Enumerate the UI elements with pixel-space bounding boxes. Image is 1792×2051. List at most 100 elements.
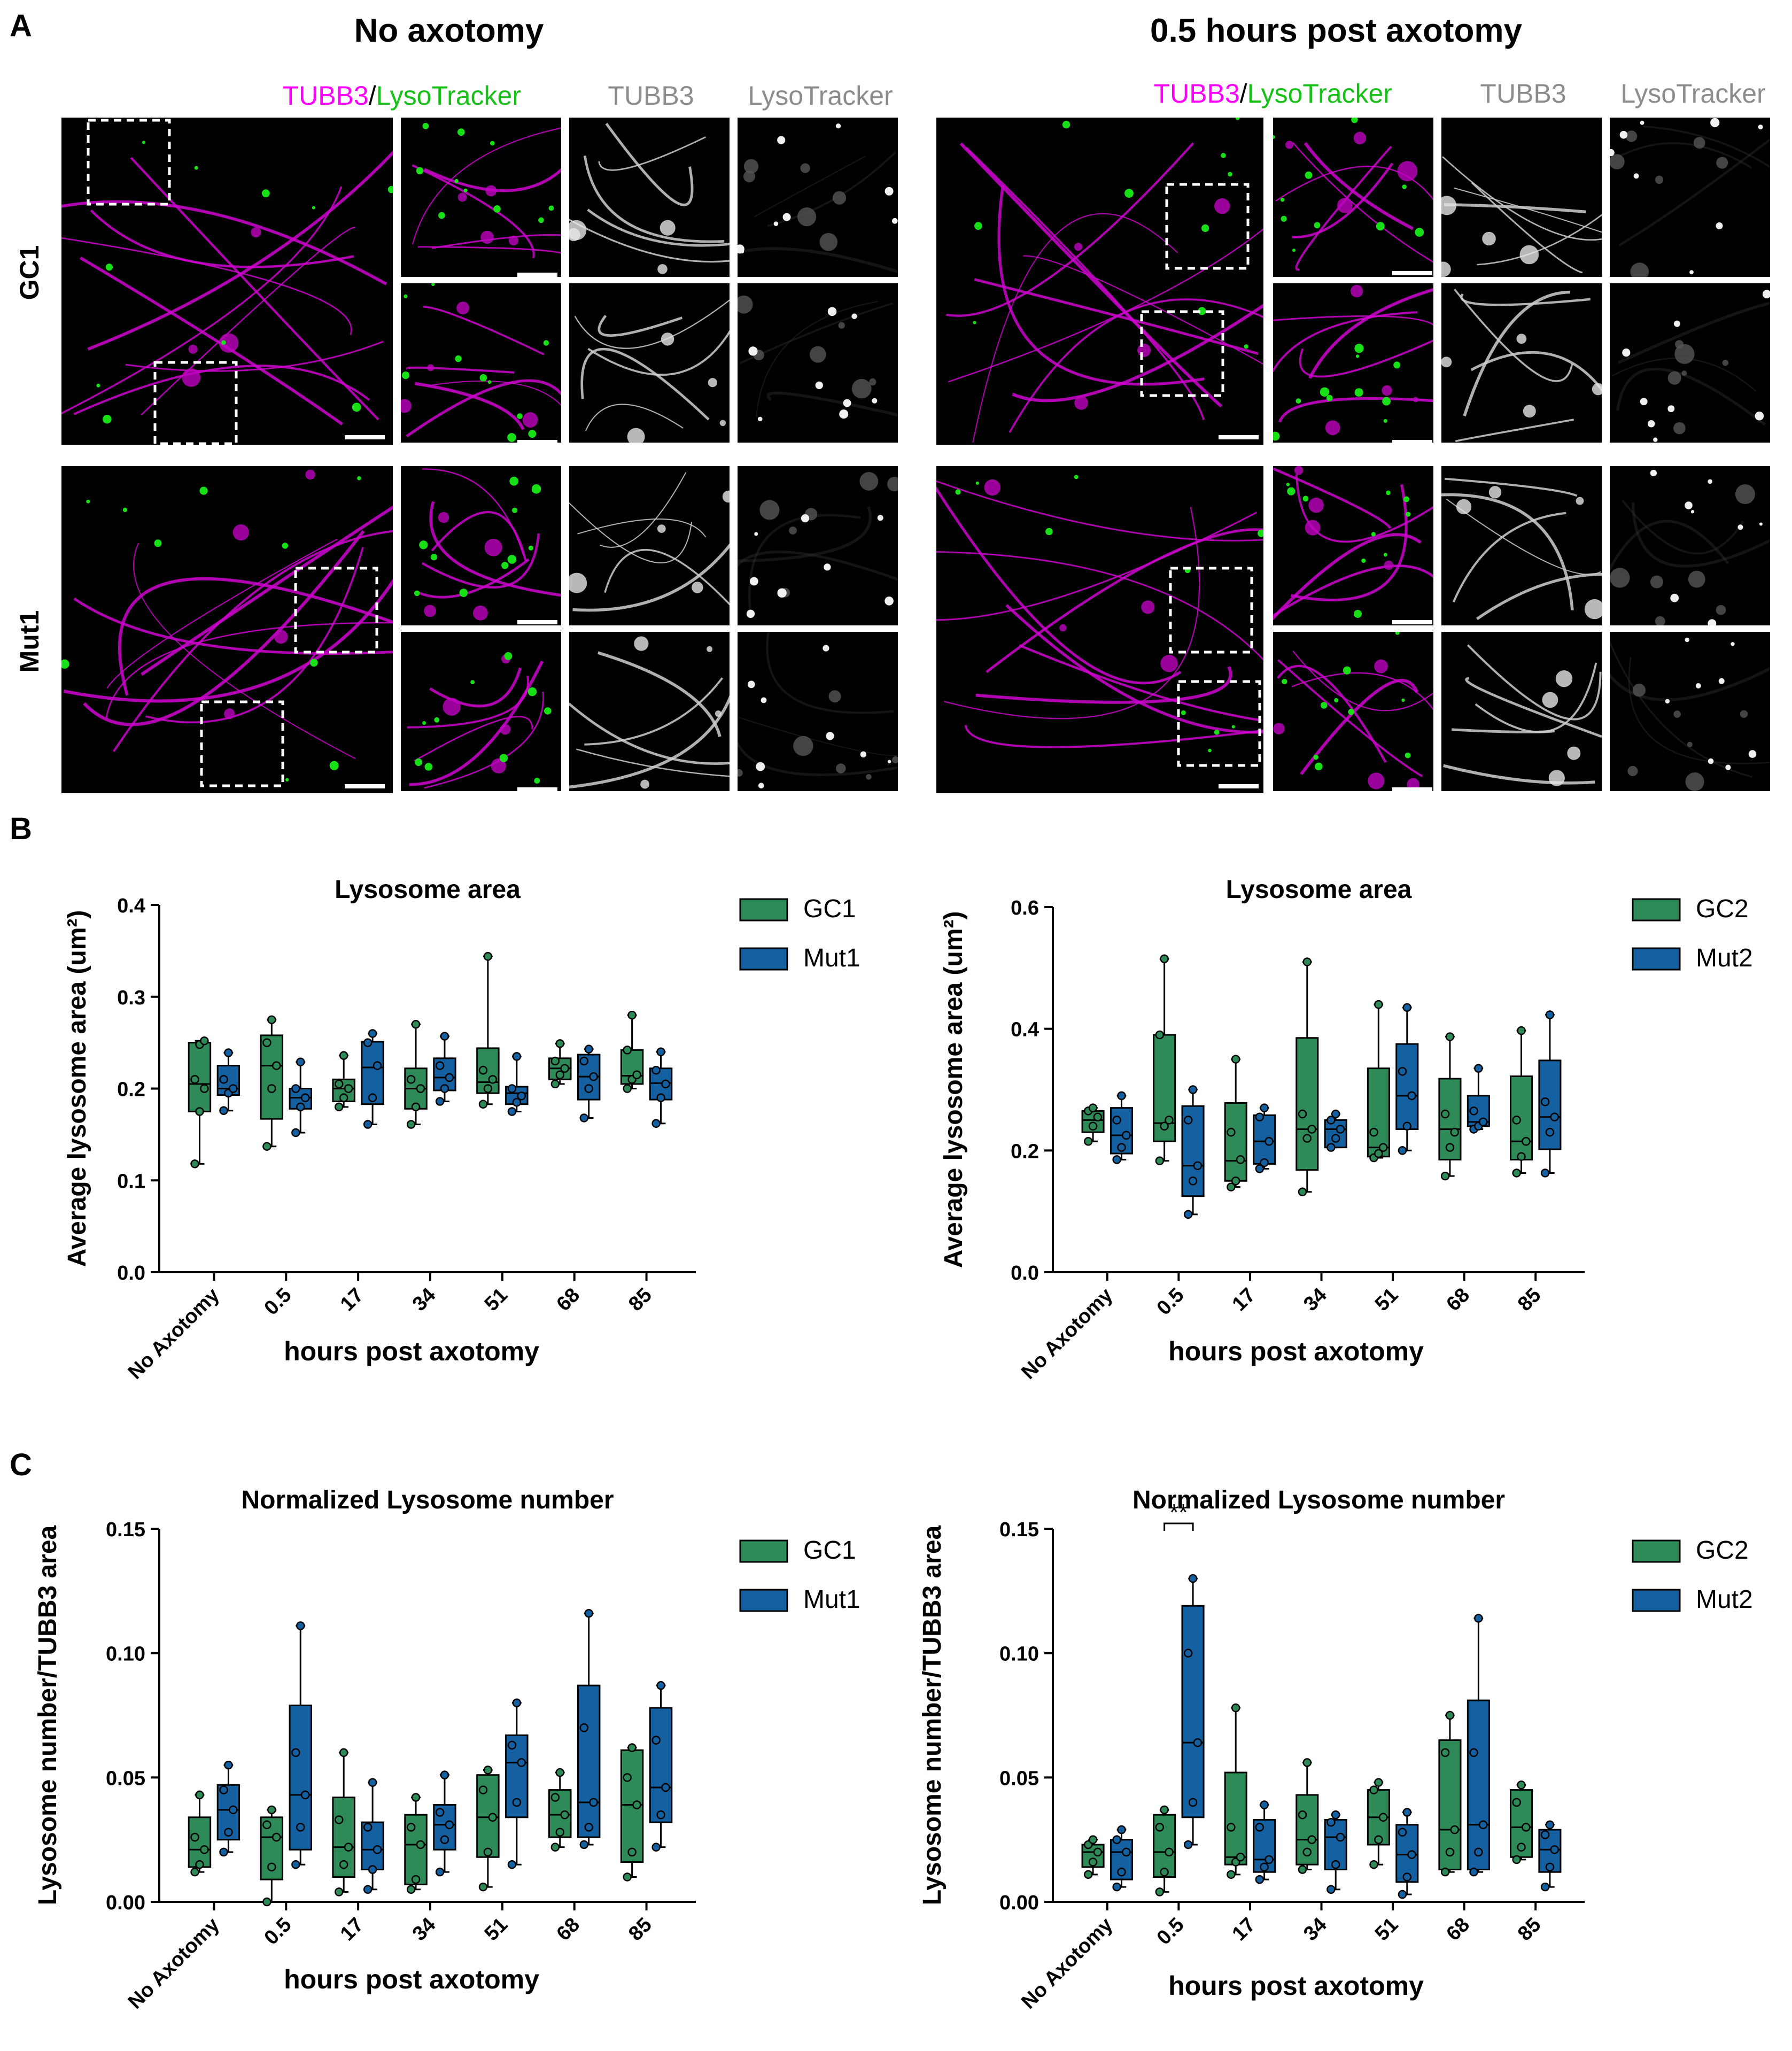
- data-point: [1478, 1820, 1488, 1829]
- neurite-fiber: [1610, 667, 1770, 701]
- data-point: [560, 1064, 569, 1073]
- scale-bar: [1219, 435, 1259, 439]
- lysosome-puncta: [777, 136, 786, 144]
- data-point: [507, 1107, 517, 1116]
- lysosome-puncta: [543, 340, 549, 346]
- neurite-fiber: [946, 142, 1194, 317]
- neurite-fiber: [423, 168, 561, 192]
- lysosome-puncta: [415, 758, 423, 767]
- data-point: [445, 1820, 454, 1829]
- lysosome-puncta: [517, 413, 523, 419]
- data-point: [488, 1075, 498, 1084]
- neurite-fiber: [1477, 214, 1602, 266]
- lysosome-puncta: [1280, 198, 1285, 202]
- micrograph-mut1-no-axotomy: [61, 466, 393, 793]
- lysosome-puncta: [758, 783, 764, 788]
- box-GC2-0.5: [1153, 954, 1176, 1165]
- lysosome-puncta: [1228, 172, 1232, 177]
- lysosome-puncta: [1710, 118, 1720, 127]
- data-point: [555, 1828, 564, 1837]
- data-point: [1112, 1155, 1121, 1164]
- legend-label-Mut2: Mut2: [1696, 1585, 1753, 1614]
- box-Mut2-17: [1253, 1103, 1276, 1173]
- lysosome-puncta: [122, 507, 128, 512]
- neurite-fiber: [417, 246, 561, 254]
- box-Mut2-No Axotomy: [1110, 1825, 1134, 1892]
- lysosome-puncta: [507, 555, 517, 564]
- data-point: [1331, 1810, 1340, 1820]
- chart-title: Normalized Lysosome number: [1132, 1486, 1505, 1514]
- lysosome-puncta: [1640, 398, 1648, 406]
- cell-body-blob: [810, 346, 826, 363]
- data-point: [584, 1823, 593, 1832]
- lysosome-puncta: [1670, 593, 1679, 602]
- box-iqr: [260, 1034, 284, 1120]
- neurite-fiber: [1463, 290, 1570, 417]
- neurite-fiber: [1005, 604, 1263, 734]
- neurite-fiber: [118, 577, 393, 696]
- lysosome-puncta: [221, 340, 226, 345]
- box-Mut1-17: [361, 1778, 384, 1894]
- data-point: [1117, 1825, 1126, 1835]
- data-point: [550, 1079, 560, 1089]
- neurite-fiber: [936, 512, 1258, 621]
- data-point: [291, 1128, 300, 1137]
- y-tick-label: 0.00: [106, 1892, 145, 1914]
- neurite-fiber: [569, 502, 693, 564]
- lysosome-puncta: [61, 659, 69, 669]
- neurite-fiber: [1631, 502, 1770, 568]
- data-point: [224, 1048, 233, 1057]
- x-tick-label: 85: [624, 1284, 656, 1316]
- lysosome-puncta: [1406, 512, 1411, 517]
- neurite-fiber: [1292, 142, 1433, 263]
- lysosome-puncta: [1273, 135, 1275, 139]
- box-GC1-68: [548, 1768, 572, 1852]
- micrograph-mut1-inset-2-merge-no-axotomy: [401, 632, 561, 791]
- neurite-fiber: [748, 514, 861, 612]
- cell-body-blob: [1308, 498, 1324, 513]
- data-point: [224, 1760, 233, 1770]
- data-point: [1440, 1867, 1450, 1877]
- cell-body-blob: [692, 582, 703, 593]
- x-tick-label: No Axotomy: [1017, 1914, 1117, 2014]
- data-point: [296, 1621, 305, 1630]
- cell-body-blob: [1074, 243, 1083, 251]
- cell-body-blob: [424, 605, 436, 617]
- micrograph-gc1-inset-2-merge-post-axotomy-content: [1273, 284, 1433, 441]
- cell-body-blob: [1675, 340, 1684, 349]
- lysosome-puncta: [757, 416, 763, 422]
- inset-box-mut1-b: [200, 700, 284, 787]
- data-point: [1188, 1574, 1198, 1583]
- box-GC2-51: [1367, 1778, 1390, 1869]
- data-point: [1188, 1177, 1198, 1186]
- cell-body-blob: [508, 235, 519, 246]
- lysosome-puncta: [1258, 529, 1263, 537]
- lysosome-puncta: [1622, 349, 1631, 357]
- scale-bar: [517, 440, 557, 444]
- box-Mut1-0.5: [289, 1057, 312, 1137]
- cell-body-blob: [1214, 198, 1230, 214]
- data-point: [296, 1057, 305, 1066]
- box-GC2-No Axotomy: [1081, 1835, 1105, 1879]
- lysosome-puncta: [1320, 702, 1328, 709]
- neurite-fiber: [605, 122, 694, 206]
- neurite-fiber: [1300, 679, 1419, 776]
- data-point: [1398, 1828, 1407, 1837]
- box-GC1-17: [332, 1748, 355, 1897]
- cell-body-blob: [1294, 466, 1304, 475]
- neurite-fiber: [1470, 351, 1602, 392]
- chart-title: Normalized Lysosome number: [241, 1486, 614, 1514]
- cell-body-blob: [1441, 196, 1457, 215]
- micrograph-mut1-inset-2-lyso-no-axotomy-content: [738, 632, 898, 788]
- lysosome-puncta: [1302, 496, 1309, 502]
- x-tick-label: No Axotomy: [124, 1914, 224, 2014]
- micrograph-gc1-inset-2-lyso-no-axotomy-background: [738, 283, 898, 443]
- data-point: [190, 1832, 199, 1842]
- data-point: [1407, 1091, 1416, 1101]
- box-GC1-51: [476, 1766, 500, 1892]
- cell-body-blob: [219, 333, 239, 353]
- data-point: [1336, 1832, 1345, 1842]
- neurite-fiber: [1278, 397, 1433, 423]
- data-point: [1255, 1823, 1265, 1832]
- neurite-fiber: [1304, 142, 1414, 230]
